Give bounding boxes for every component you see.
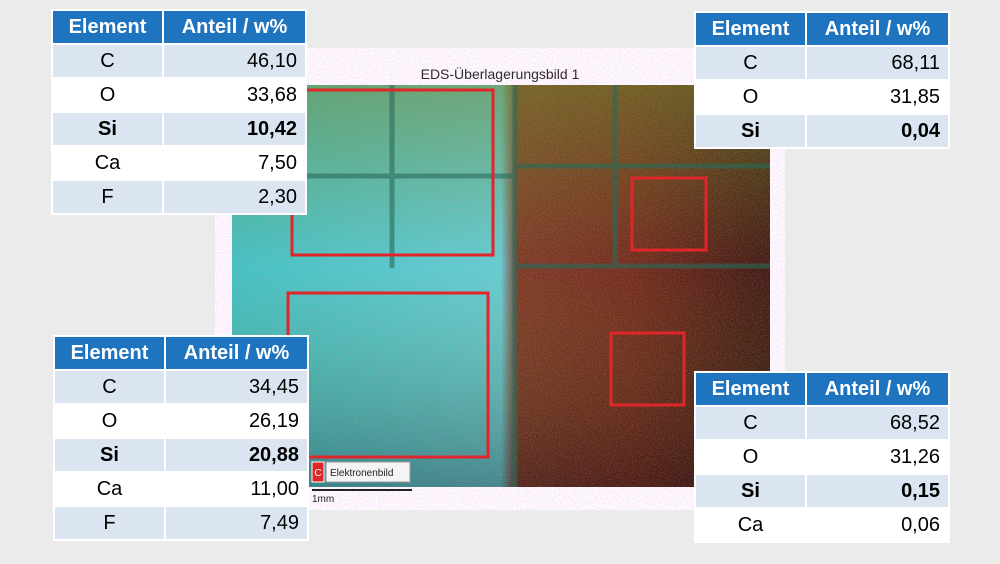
element-cell: Ca [53, 471, 166, 507]
value-cell: 20,88 [164, 437, 309, 473]
element-cell: C [51, 43, 164, 79]
table: Element Anteil / w% C 68,11 O 31,85 Si 0,04 [694, 11, 950, 149]
header-row: Element Anteil / w% [694, 11, 950, 47]
table-row: F 7,49 [53, 505, 309, 541]
table-row: Ca 11,00 [53, 471, 309, 507]
value-cell: 31,85 [805, 79, 950, 115]
element-cell: O [694, 79, 807, 115]
element-cell: Ca [51, 145, 164, 181]
legend-icon-box [311, 461, 325, 483]
table-row: Si 0,15 [694, 473, 950, 509]
table-row: F 2,30 [51, 179, 307, 215]
value-cell: 2,30 [162, 179, 307, 215]
eds-panel: EDS-Überlagerungsbild 1 C [215, 48, 785, 510]
element-cell: C [53, 369, 166, 405]
header-row: Element Anteil / w% [53, 335, 309, 371]
table-row: C 68,11 [694, 45, 950, 81]
element-cell: Si [53, 437, 166, 473]
table-row: Si 20,88 [53, 437, 309, 473]
table-row: Si 10,42 [51, 111, 307, 147]
table-row: Si 0,04 [694, 113, 950, 149]
element-cell: O [53, 403, 166, 439]
value-cell: 31,26 [805, 439, 950, 475]
header-cell: Anteil / w% [805, 371, 950, 407]
legend-box [325, 461, 411, 483]
legend-label: Elektronenbild [330, 468, 393, 479]
header-cell: Anteil / w% [164, 335, 309, 371]
scale-label: 1mm [312, 494, 334, 505]
value-cell: 7,49 [164, 505, 309, 541]
roi-boxes [286, 88, 708, 459]
value-cell: 68,11 [805, 45, 950, 81]
header-row: Element Anteil / w% [694, 371, 950, 407]
table-row: Ca 7,50 [51, 145, 307, 181]
table: Element Anteil / w% C 46,10 O 33,68 Si 10,42 Ca 7… [51, 9, 307, 215]
element-cell: Si [51, 111, 164, 147]
header-cell: Element [694, 11, 807, 47]
value-cell: 68,52 [805, 405, 950, 441]
element-cell: C [694, 45, 807, 81]
map-noise [232, 85, 770, 487]
value-cell: 7,50 [162, 145, 307, 181]
value-cell: 10,42 [162, 111, 307, 147]
table: Element Anteil / w% C 34,45 O 26,19 Si 20,88 Ca 1… [53, 335, 309, 541]
table-row: C 68,52 [694, 405, 950, 441]
table-row: O 26,19 [53, 403, 309, 439]
element-cell: O [51, 77, 164, 113]
table-row: O 33,68 [51, 77, 307, 113]
value-cell: 0,15 [805, 473, 950, 509]
element-cell: Si [694, 473, 807, 509]
value-cell: 46,10 [162, 43, 307, 79]
value-cell: 0,06 [805, 507, 950, 543]
image-title: EDS-Überlagerungsbild 1 [420, 66, 580, 82]
element-cell: Ca [694, 507, 807, 543]
table: Element Anteil / w% C 68,52 O 31,26 Si 0,15 Ca 0,… [694, 371, 950, 543]
value-cell: 34,45 [164, 369, 309, 405]
table-row: O 31,85 [694, 79, 950, 115]
element-cell: O [694, 439, 807, 475]
value-cell: 11,00 [164, 471, 309, 507]
table-row: Ca 0,06 [694, 507, 950, 543]
table-row: C 34,45 [53, 369, 309, 405]
header-cell: Element [53, 335, 166, 371]
header-cell: Element [694, 371, 807, 407]
element-cell: F [53, 505, 166, 541]
header-cell: Anteil / w% [162, 9, 307, 45]
legend-icon: C [314, 468, 321, 479]
table-row: O 31,26 [694, 439, 950, 475]
header-row: Element Anteil / w% [51, 9, 307, 45]
element-cell: Si [694, 113, 807, 149]
table-row: C 46,10 [51, 43, 307, 79]
eds-image: C Elektronenbild 1mm [232, 85, 770, 505]
element-cell: C [694, 405, 807, 441]
value-cell: 33,68 [162, 77, 307, 113]
value-cell: 26,19 [164, 403, 309, 439]
value-cell: 0,04 [805, 113, 950, 149]
element-cell: F [51, 179, 164, 215]
header-cell: Element [51, 9, 164, 45]
header-cell: Anteil / w% [805, 11, 950, 47]
